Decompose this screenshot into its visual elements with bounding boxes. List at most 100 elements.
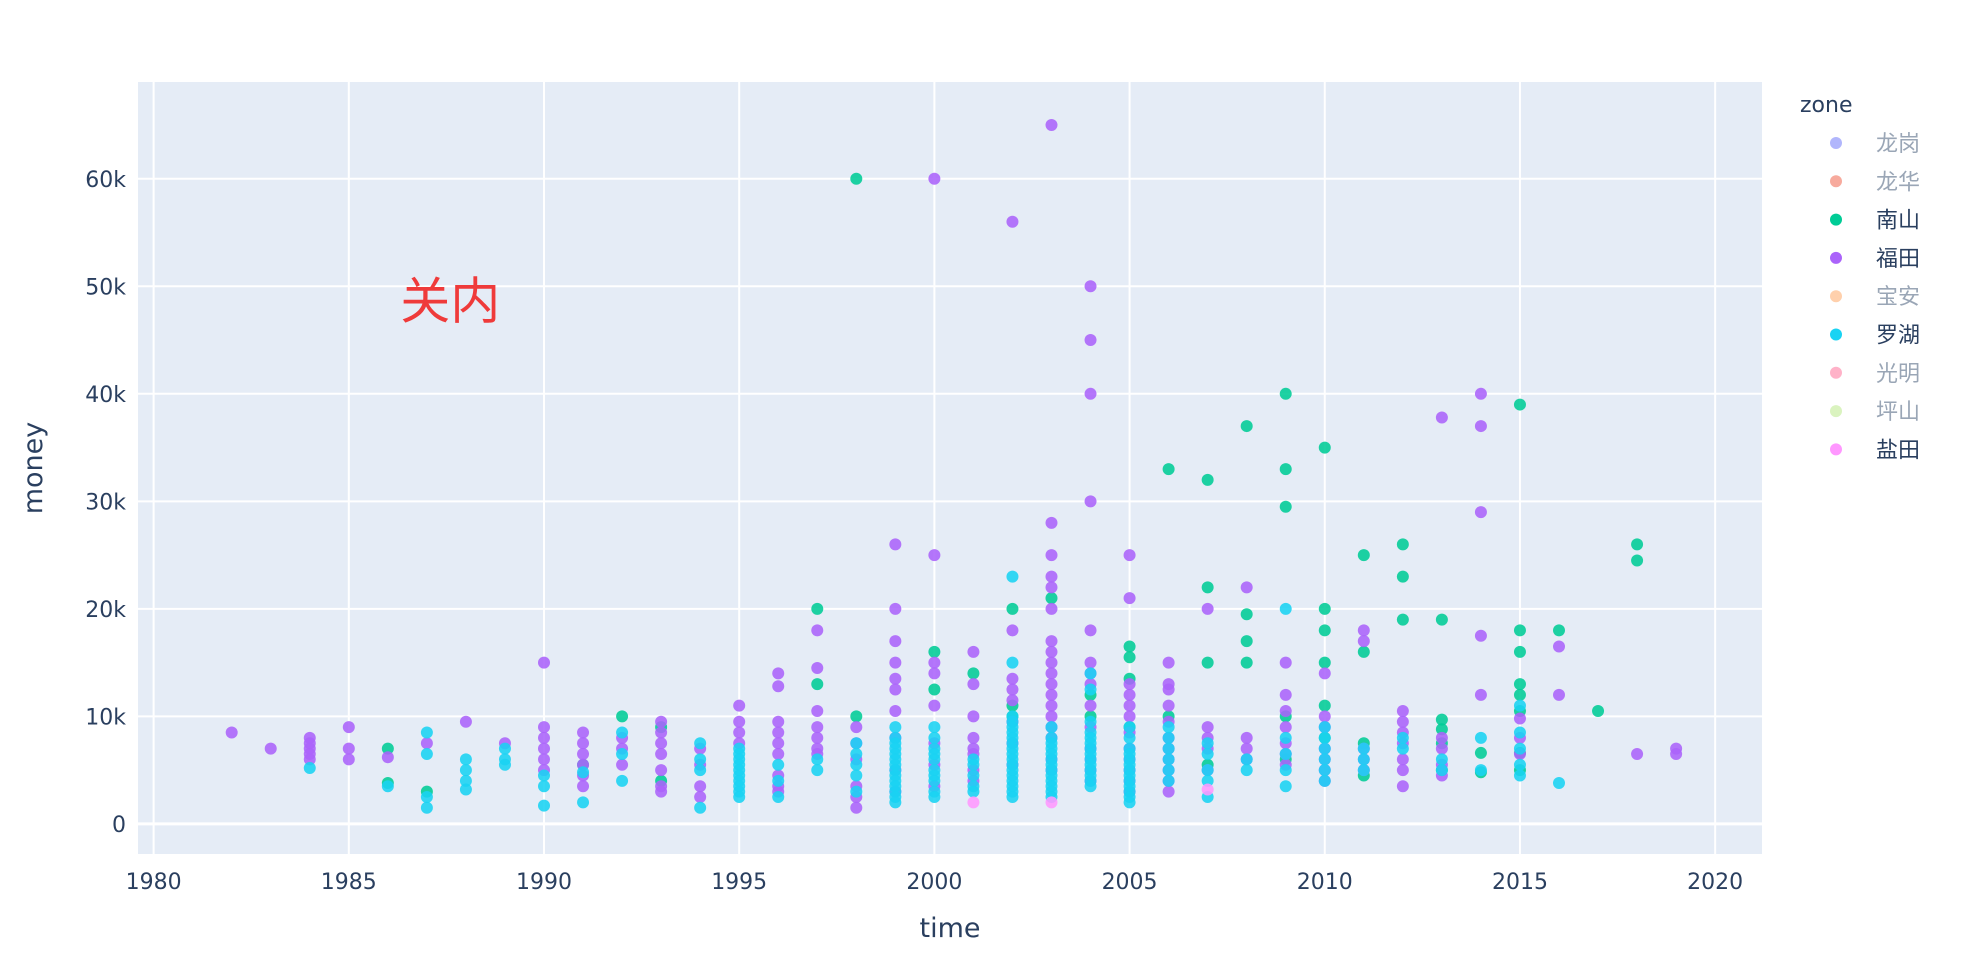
data-point[interactable]	[1006, 570, 1019, 583]
data-point[interactable]	[1123, 688, 1136, 701]
data-point[interactable]	[772, 667, 785, 680]
legend-item[interactable]: 龙华	[1830, 170, 1920, 195]
data-point[interactable]	[1084, 699, 1097, 712]
data-point[interactable]	[1045, 592, 1058, 605]
data-point[interactable]	[1670, 748, 1683, 761]
legend-item[interactable]: 福田	[1830, 247, 1920, 272]
data-point[interactable]	[889, 656, 902, 669]
data-point[interactable]	[1513, 678, 1526, 691]
data-point[interactable]	[459, 715, 472, 728]
data-point[interactable]	[1084, 667, 1097, 680]
data-point[interactable]	[850, 721, 863, 734]
data-point[interactable]	[577, 737, 590, 750]
data-point[interactable]	[1513, 742, 1526, 755]
data-point[interactable]	[1435, 613, 1448, 626]
data-point[interactable]	[655, 726, 668, 739]
data-point[interactable]	[1084, 715, 1097, 728]
data-point[interactable]	[772, 774, 785, 787]
data-point[interactable]	[1396, 538, 1409, 551]
data-point[interactable]	[342, 753, 355, 766]
data-point[interactable]	[967, 796, 980, 809]
data-point[interactable]	[811, 721, 824, 734]
data-point[interactable]	[928, 645, 941, 658]
data-point[interactable]	[889, 721, 902, 734]
data-point[interactable]	[1201, 602, 1214, 615]
data-point[interactable]	[655, 748, 668, 761]
data-point[interactable]	[1435, 753, 1448, 766]
data-point[interactable]	[459, 783, 472, 796]
data-point[interactable]	[1084, 334, 1097, 347]
data-point[interactable]	[811, 624, 824, 637]
data-point[interactable]	[850, 801, 863, 814]
data-point[interactable]	[577, 726, 590, 739]
legend-item[interactable]: 南山	[1830, 209, 1920, 234]
data-point[interactable]	[1279, 688, 1292, 701]
data-point[interactable]	[577, 748, 590, 761]
data-point[interactable]	[1201, 581, 1214, 594]
data-point[interactable]	[538, 753, 550, 766]
data-point[interactable]	[733, 791, 746, 804]
data-point[interactable]	[1123, 651, 1136, 664]
data-point[interactable]	[967, 645, 980, 658]
data-point[interactable]	[1084, 495, 1097, 508]
data-point[interactable]	[1435, 723, 1448, 736]
data-point[interactable]	[303, 761, 316, 774]
data-point[interactable]	[850, 172, 863, 185]
data-point[interactable]	[1006, 694, 1019, 707]
data-point[interactable]	[1435, 411, 1448, 424]
data-point[interactable]	[1045, 516, 1058, 529]
data-point[interactable]	[850, 769, 863, 782]
data-point[interactable]	[1279, 463, 1292, 476]
data-point[interactable]	[928, 774, 941, 787]
data-point[interactable]	[1318, 656, 1331, 669]
data-point[interactable]	[1513, 712, 1526, 725]
data-point[interactable]	[1201, 656, 1214, 669]
data-point[interactable]	[694, 753, 707, 766]
data-point[interactable]	[1513, 769, 1526, 782]
data-point[interactable]	[1318, 731, 1331, 744]
data-point[interactable]	[577, 780, 590, 793]
data-point[interactable]	[694, 801, 707, 814]
data-point[interactable]	[1474, 506, 1487, 519]
data-point[interactable]	[1513, 699, 1526, 712]
data-point[interactable]	[1162, 463, 1175, 476]
data-point[interactable]	[811, 602, 824, 615]
data-point[interactable]	[733, 715, 746, 728]
data-point[interactable]	[1513, 688, 1526, 701]
data-point[interactable]	[1201, 764, 1214, 777]
data-point[interactable]	[1318, 602, 1331, 615]
data-point[interactable]	[1240, 608, 1253, 621]
data-point[interactable]	[1474, 764, 1487, 777]
data-point[interactable]	[1279, 764, 1292, 777]
data-point[interactable]	[538, 769, 550, 782]
data-point[interactable]	[850, 758, 863, 771]
data-point[interactable]	[1631, 538, 1644, 551]
data-point[interactable]	[538, 731, 550, 744]
data-point[interactable]	[1318, 764, 1331, 777]
data-point[interactable]	[1084, 656, 1097, 669]
data-point[interactable]	[928, 667, 941, 680]
data-point[interactable]	[928, 753, 941, 766]
data-point[interactable]	[1592, 704, 1605, 717]
data-point[interactable]	[1240, 656, 1253, 669]
data-point[interactable]	[1396, 704, 1409, 717]
data-point[interactable]	[1396, 570, 1409, 583]
data-point[interactable]	[1162, 656, 1175, 669]
data-point[interactable]	[1474, 731, 1487, 744]
data-point[interactable]	[1006, 624, 1019, 637]
data-point[interactable]	[420, 791, 433, 804]
data-point[interactable]	[811, 764, 824, 777]
data-point[interactable]	[1357, 753, 1370, 766]
data-point[interactable]	[1162, 731, 1175, 744]
data-point[interactable]	[1318, 624, 1331, 637]
data-point[interactable]	[1396, 780, 1409, 793]
data-point[interactable]	[1318, 774, 1331, 787]
data-point[interactable]	[811, 731, 824, 744]
data-point[interactable]	[1045, 581, 1058, 594]
legend-item[interactable]: 坪山	[1830, 400, 1920, 425]
data-point[interactable]	[889, 538, 902, 551]
data-point[interactable]	[616, 726, 629, 739]
data-point[interactable]	[1279, 500, 1292, 513]
data-point[interactable]	[733, 726, 746, 739]
data-point[interactable]	[1006, 656, 1019, 669]
